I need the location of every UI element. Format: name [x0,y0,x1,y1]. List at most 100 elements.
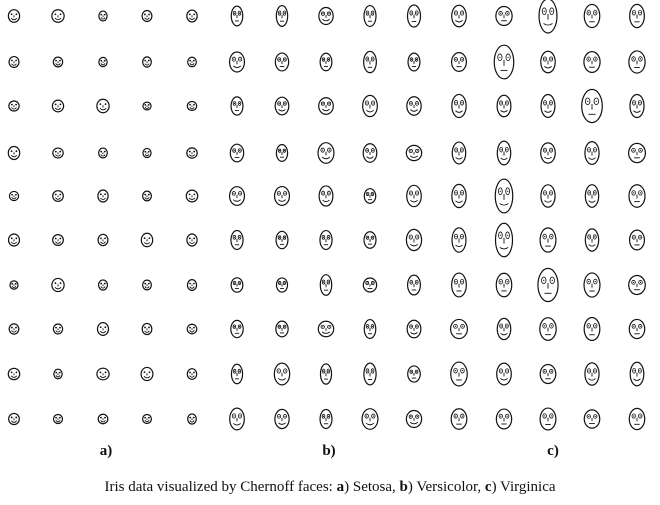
face-eye-left [587,234,592,240]
face-pupil-left [588,415,590,418]
face-mouth [100,241,106,244]
face-mouth [143,242,151,245]
face-eye-right [237,280,242,285]
face-pupil-left [410,371,412,373]
face-pupil-right [284,192,286,194]
chernoff-face [406,319,422,339]
chernoff-face [406,4,422,28]
face-eye-right [638,324,643,329]
chernoff-face [496,94,512,118]
chernoff-face [362,94,378,118]
face-mouth [55,154,61,157]
face-eye-right [147,104,150,106]
face-pupil-right [239,415,241,417]
face-pupil-right [506,102,508,104]
caption-b-text: ) Versicolor, [407,479,485,495]
chernoff-face [52,413,64,425]
chernoff-face [52,323,64,335]
face-pupil-left [323,370,325,372]
chernoff-face [230,319,244,339]
face-mouth [455,200,463,203]
chernoff-face [539,227,557,253]
face-mouth [189,154,195,157]
face-eye-left [453,413,458,419]
face-eye-left [632,100,636,106]
face-eye-left [365,368,370,374]
face-eye-right [370,148,375,153]
face-pupil-left [410,281,412,283]
chernoff-face [405,228,423,252]
chernoff-face [496,140,512,166]
face-eye-left [631,190,636,196]
chernoff-face [228,51,246,73]
face-eye-left [188,13,191,16]
face-pupil-right [328,326,330,328]
face-pupil-right [283,282,285,284]
face-eye-right [371,100,376,106]
face-pupil-left [588,58,590,60]
face-eye-left [10,237,13,240]
face-eye-left [409,324,414,329]
face-eye-left [100,282,103,285]
face-eye-left [499,146,504,153]
face-mouth [543,23,553,26]
face-pupil-left [322,326,324,328]
face-pupil-left [233,325,235,328]
face-pupil-left [279,12,281,14]
chernoff-face [451,183,467,209]
face-eye-left [409,369,414,374]
caption-a-text: ) Setosa, [344,479,400,495]
face-eye-right [147,282,150,285]
face-pupil-left [455,12,457,14]
face-eye-right [147,150,150,153]
face-eye-left [277,101,282,106]
caption-a-letter: a [336,479,345,495]
chernoff-face [142,413,152,425]
chernoff-face [52,234,64,246]
face-eye-left [585,97,591,106]
panel-label-c: c) [547,443,559,459]
face-pupil-right [550,325,553,327]
face-pupil-left [366,325,369,327]
chernoff-face [274,408,290,430]
chernoff-face [451,141,467,165]
chernoff-face [275,320,289,338]
face-pupil-right [371,12,374,14]
face-eye-right [460,57,465,62]
face-pupil-left [233,102,236,105]
face-eye-right [327,101,332,106]
face-pupil-right [283,12,285,14]
face-mouth [365,422,375,426]
face-eye-right [504,146,509,153]
face-pupil-left [500,325,502,327]
face-pupil-left [543,279,545,281]
chernoff-face [629,93,645,119]
face-pupil-left [279,282,281,284]
face-eye-left [54,150,57,153]
face-mouth [455,110,463,113]
face-eye-left [232,101,237,106]
face-eye-left [100,416,102,419]
chernoff-face [140,232,154,248]
face-eye-left [188,193,191,196]
face-eye-right [593,56,598,62]
chernoff-face [98,56,108,68]
face-eye-right [283,191,288,196]
chernoff-face [319,52,333,72]
chernoff-face [319,408,333,430]
chernoff-face [230,96,244,116]
chernoff-face [142,279,152,291]
face-pupil-right [328,103,330,105]
caption-intro: Iris data visualized by Chernoff faces: [104,479,337,495]
chernoff-face [363,50,377,74]
face-pupil-left [278,236,281,239]
face-pupil-left [322,192,324,194]
face-pupil-right [639,370,641,372]
face-mouth [54,286,62,290]
face-pupil-left [322,103,324,105]
face-eye-right [371,413,376,419]
face-eye-left [10,416,13,419]
face-eye-right [549,233,554,240]
face-eye-right [238,56,243,62]
face-pupil-left [410,192,412,194]
